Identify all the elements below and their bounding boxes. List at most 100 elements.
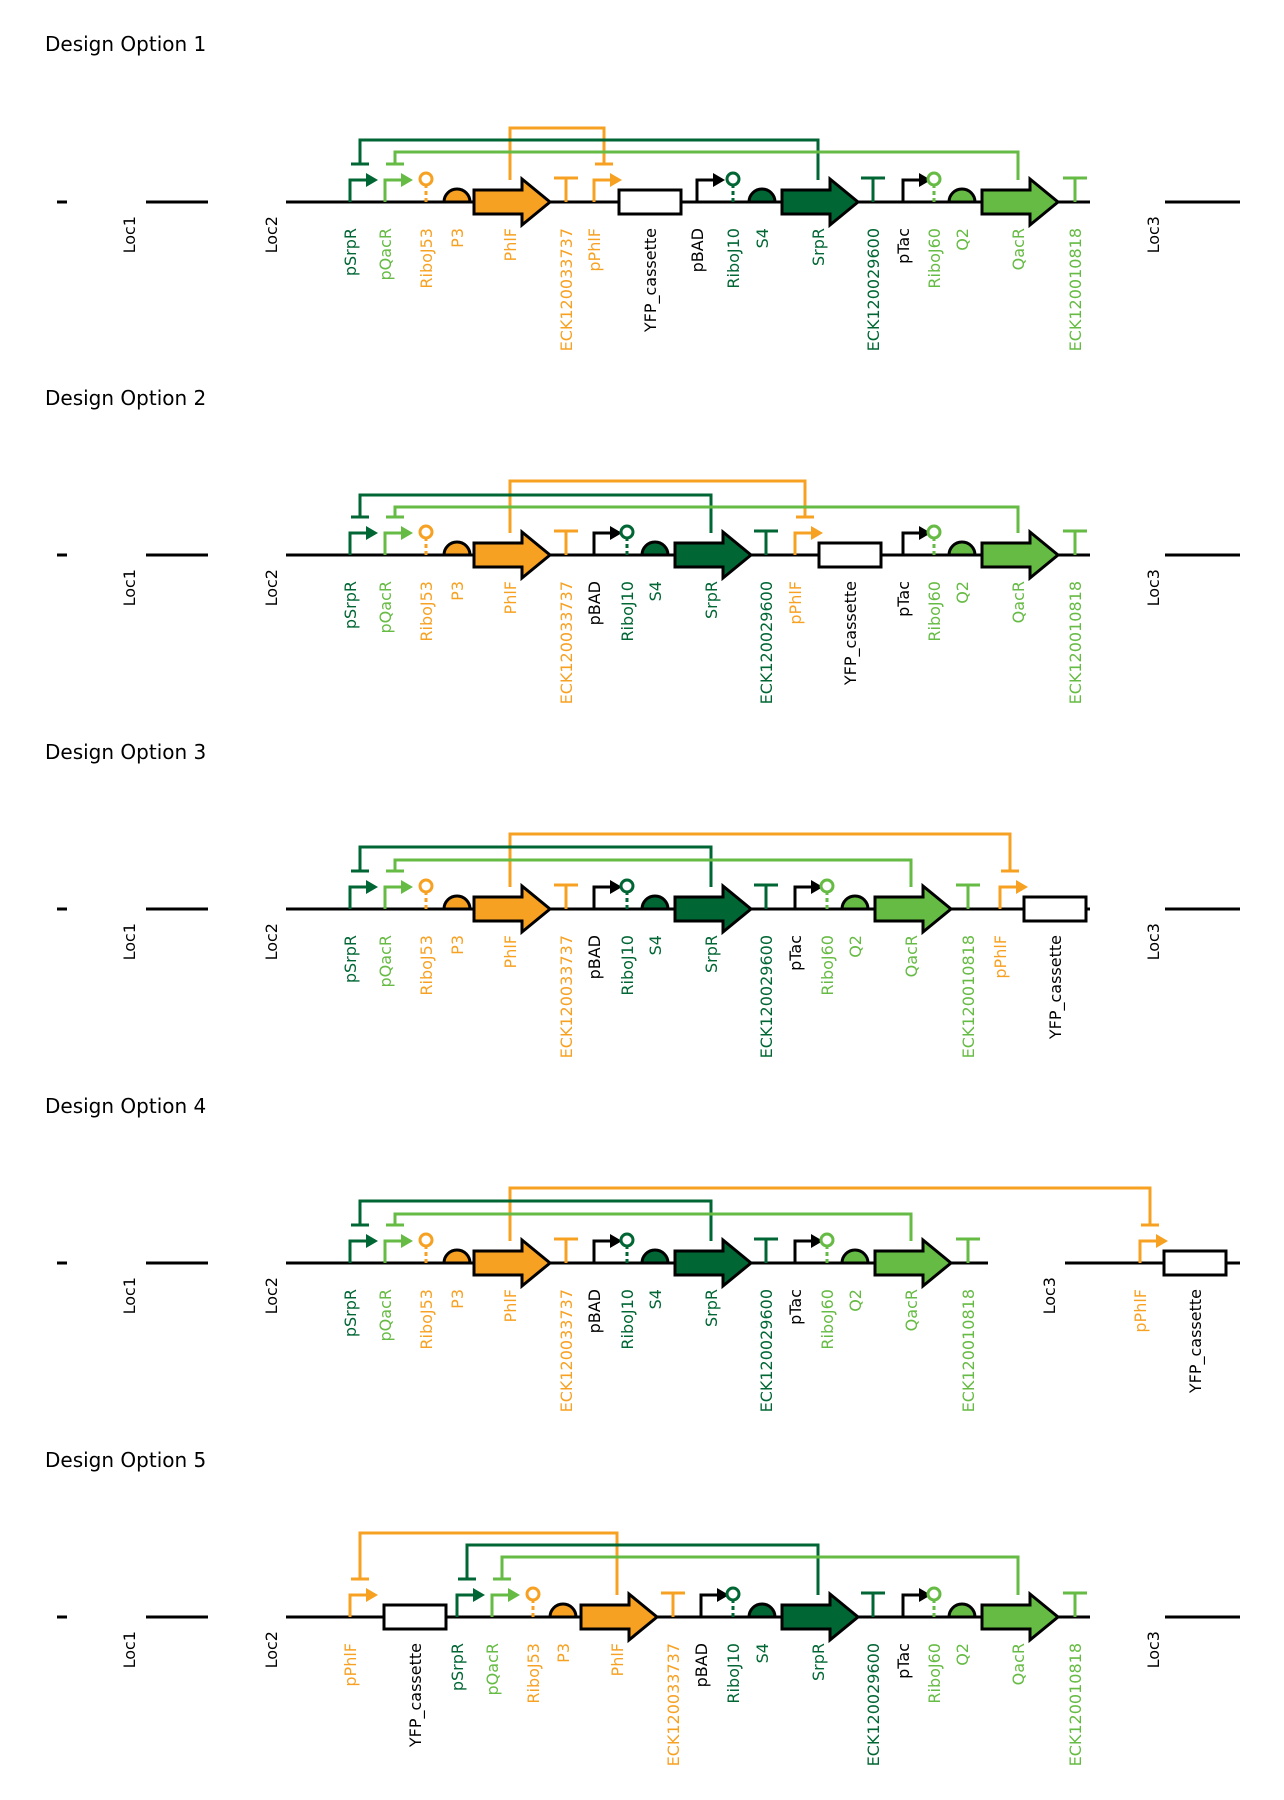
cds-qacr: QacR [873,1236,954,1331]
repression-PhlF-to-pPhlF [508,126,606,180]
part-label: pPhlF [1131,1289,1150,1333]
part-label: ECK120033737 [557,228,576,351]
part-label: RiboJ53 [524,1643,543,1704]
cassette-yfp-cassette: YFP_cassette [1022,895,1088,1040]
terminator-eck120010818: ECK120010818 [1063,176,1087,351]
terminator-eck120010818: ECK120010818 [956,1237,980,1412]
part-label: pPhlF [786,581,805,625]
rbs-q2: Q2 [947,187,977,251]
part-label: ECK120010818 [1066,1643,1085,1766]
part-label: Q2 [953,581,972,604]
ribozyme-riboj53: RiboJ53 [417,171,436,289]
ribozyme-riboj60: RiboJ60 [925,524,944,642]
part-label: pSrpR [341,581,360,629]
part-label: SrpR [702,1289,721,1327]
design-option-3: Design Option 3 Loc1 Loc2 Loc3 pSrpR pQacR Rib… [45,740,1240,1058]
cds-qacr: QacR [980,175,1061,270]
cds-phlf: PhlF [472,882,553,968]
part-label: RiboJ53 [417,581,436,642]
promoter-psrpr: pSrpR [448,1588,485,1691]
promoter-ptac: pTac [894,1588,931,1679]
part-label: ECK120010818 [959,1289,978,1412]
rbs-p3: P3 [442,1248,472,1309]
design-option-2: Design Option 2 Loc1 Loc2 Loc3 pSrpR pQacR Rib… [45,386,1240,704]
ribozyme-riboj10: RiboJ10 [618,1232,637,1350]
part-label: P3 [448,581,467,601]
promoter-pphlf: pPhlF [1131,1234,1168,1333]
ribozyme-riboj53: RiboJ53 [524,1586,543,1704]
repression-arcs [351,479,1020,533]
part-label: ECK120029600 [757,1289,776,1412]
design-title: Design Option 4 [45,1094,206,1118]
part-label: RiboJ53 [417,935,436,996]
cds-qacr: QacR [873,882,954,977]
locus-label: Loc3 [1144,569,1163,606]
rbs-q2: Q2 [840,1248,870,1312]
part-label: pTac [786,1289,805,1325]
cds-srpr: SrpR [780,175,861,266]
promoter-pbad: pBAD [585,526,622,625]
part-label: pPhlF [991,935,1010,979]
rbs-s4: S4 [640,894,670,955]
part-label: YFP_cassette [406,1643,426,1748]
terminator-eck120010818: ECK120010818 [1063,1591,1087,1766]
design-option-4: Design Option 4 Loc1 Loc2 Loc3 pSrpR pQacR Rib… [45,1094,1240,1412]
locus-label: Loc2 [262,1277,281,1314]
part-label: PhlF [501,228,520,261]
repression-arcs [351,832,1019,887]
terminator-eck120033737: ECK120033737 [554,1237,578,1412]
part-label: Q2 [846,935,865,958]
part-label: RiboJ60 [925,228,944,289]
rbs-p3: P3 [442,894,472,955]
rbs-p3: P3 [442,187,472,248]
cassette-yfp-cassette: YFP_cassette [382,1603,448,1748]
cds-qacr: QacR [980,528,1061,623]
repression-SrpR-to-pSrpR [465,1543,820,1595]
locus-label: Loc1 [120,1277,139,1314]
terminator-eck120029600: ECK120029600 [754,529,778,704]
locus-label: Loc1 [120,1631,139,1668]
part-label: pQacR [483,1643,502,1695]
design-option-5: Design Option 5 Loc1 Loc2 Loc3 pPhlF YFP_cass… [45,1448,1240,1766]
promoter-pbad: pBAD [692,1588,729,1687]
rbs-p3: P3 [442,540,472,601]
part-label: pQacR [376,1289,395,1341]
design-title: Design Option 3 [45,740,206,764]
part-label: ECK120029600 [864,1643,883,1766]
promoter-pbad: pBAD [688,173,725,272]
locus-label: Loc3 [1040,1277,1059,1314]
repression-PhlF-to-pPhlF [358,1531,619,1595]
terminator-eck120029600: ECK120029600 [754,1237,778,1412]
part-label: RiboJ10 [724,1643,743,1704]
rbs-s4: S4 [640,1248,670,1309]
repression-SrpR-to-pSrpR [358,493,713,533]
part-label: pPhlF [341,1643,360,1687]
promoter-ptac: pTac [894,173,931,264]
promoter-psrpr: pSrpR [341,880,378,983]
promoter-pqacr: pQacR [376,526,413,633]
terminator-eck120033737: ECK120033737 [554,529,578,704]
part-label: pSrpR [448,1643,467,1691]
terminator-eck120033737: ECK120033737 [661,1591,685,1766]
design-title: Design Option 2 [45,386,206,410]
cds-srpr: SrpR [673,882,754,973]
cassette-yfp-cassette: YFP_cassette [617,188,683,333]
part-label: pQacR [376,581,395,633]
part-label: S4 [646,935,665,955]
part-label: pTac [894,228,913,264]
part-label: ECK120033737 [557,935,576,1058]
promoter-pbad: pBAD [585,880,622,979]
ribozyme-riboj60: RiboJ60 [925,1586,944,1704]
part-label: S4 [753,1643,772,1663]
part-label: PhlF [608,1643,627,1676]
repression-QacR-to-pQacR [393,1212,913,1241]
part-label: P3 [448,935,467,955]
part-label: S4 [646,1289,665,1309]
promoter-pbad: pBAD [585,1234,622,1333]
part-label: Q2 [846,1289,865,1312]
terminator-eck120010818: ECK120010818 [1063,529,1087,704]
part-label: QacR [902,1289,921,1331]
part-label: SrpR [702,581,721,619]
ribozyme-riboj10: RiboJ10 [618,878,637,996]
